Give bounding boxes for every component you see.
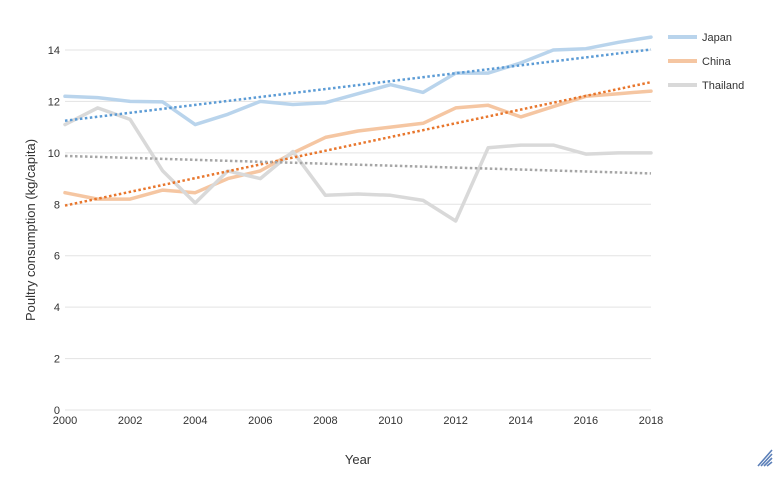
y-tick-label: 0 — [54, 405, 60, 417]
y-tick-label: 8 — [54, 199, 60, 211]
x-tick-label: 2012 — [443, 415, 467, 427]
x-axis-title: Year — [345, 452, 372, 467]
x-tick-label: 2008 — [313, 415, 337, 427]
trend-line-japan — [64, 48, 652, 122]
series-line-china — [63, 89, 653, 201]
x-tick-label: 2004 — [183, 415, 207, 427]
y-tick-label: 4 — [54, 302, 60, 314]
legend: Japan China Thailand — [668, 32, 744, 92]
x-tick-label: 2002 — [118, 415, 142, 427]
y-tick-label: 10 — [48, 148, 60, 160]
x-tick-label: 2006 — [248, 415, 272, 427]
trend-lines — [64, 48, 652, 207]
legend-label-thailand: Thailand — [702, 80, 744, 92]
y-tick-label: 2 — [54, 354, 60, 366]
x-tick-label: 2000 — [53, 415, 77, 427]
x-tick-label: 2016 — [574, 415, 598, 427]
x-tick-label: 2018 — [639, 415, 663, 427]
legend-label-china: China — [702, 56, 732, 68]
series-line-japan — [63, 35, 653, 127]
series-lines — [63, 35, 653, 223]
resize-handle-icon[interactable] — [756, 446, 774, 468]
x-axis-ticks: 2000 2002 2004 2006 2008 2010 2012 2014 2016 2018 — [53, 415, 663, 427]
y-tick-label: 12 — [48, 96, 60, 108]
y-axis-title: Poultry consumption (kg/capita) — [23, 139, 38, 321]
legend-label-japan: Japan — [702, 32, 732, 44]
y-tick-label: 14 — [48, 45, 60, 57]
x-tick-label: 2014 — [509, 415, 533, 427]
y-tick-label: 6 — [54, 251, 60, 263]
y-axis-ticks: 0 2 4 6 8 10 12 14 — [48, 45, 60, 417]
x-tick-label: 2010 — [378, 415, 402, 427]
series-line-thailand — [63, 106, 653, 223]
